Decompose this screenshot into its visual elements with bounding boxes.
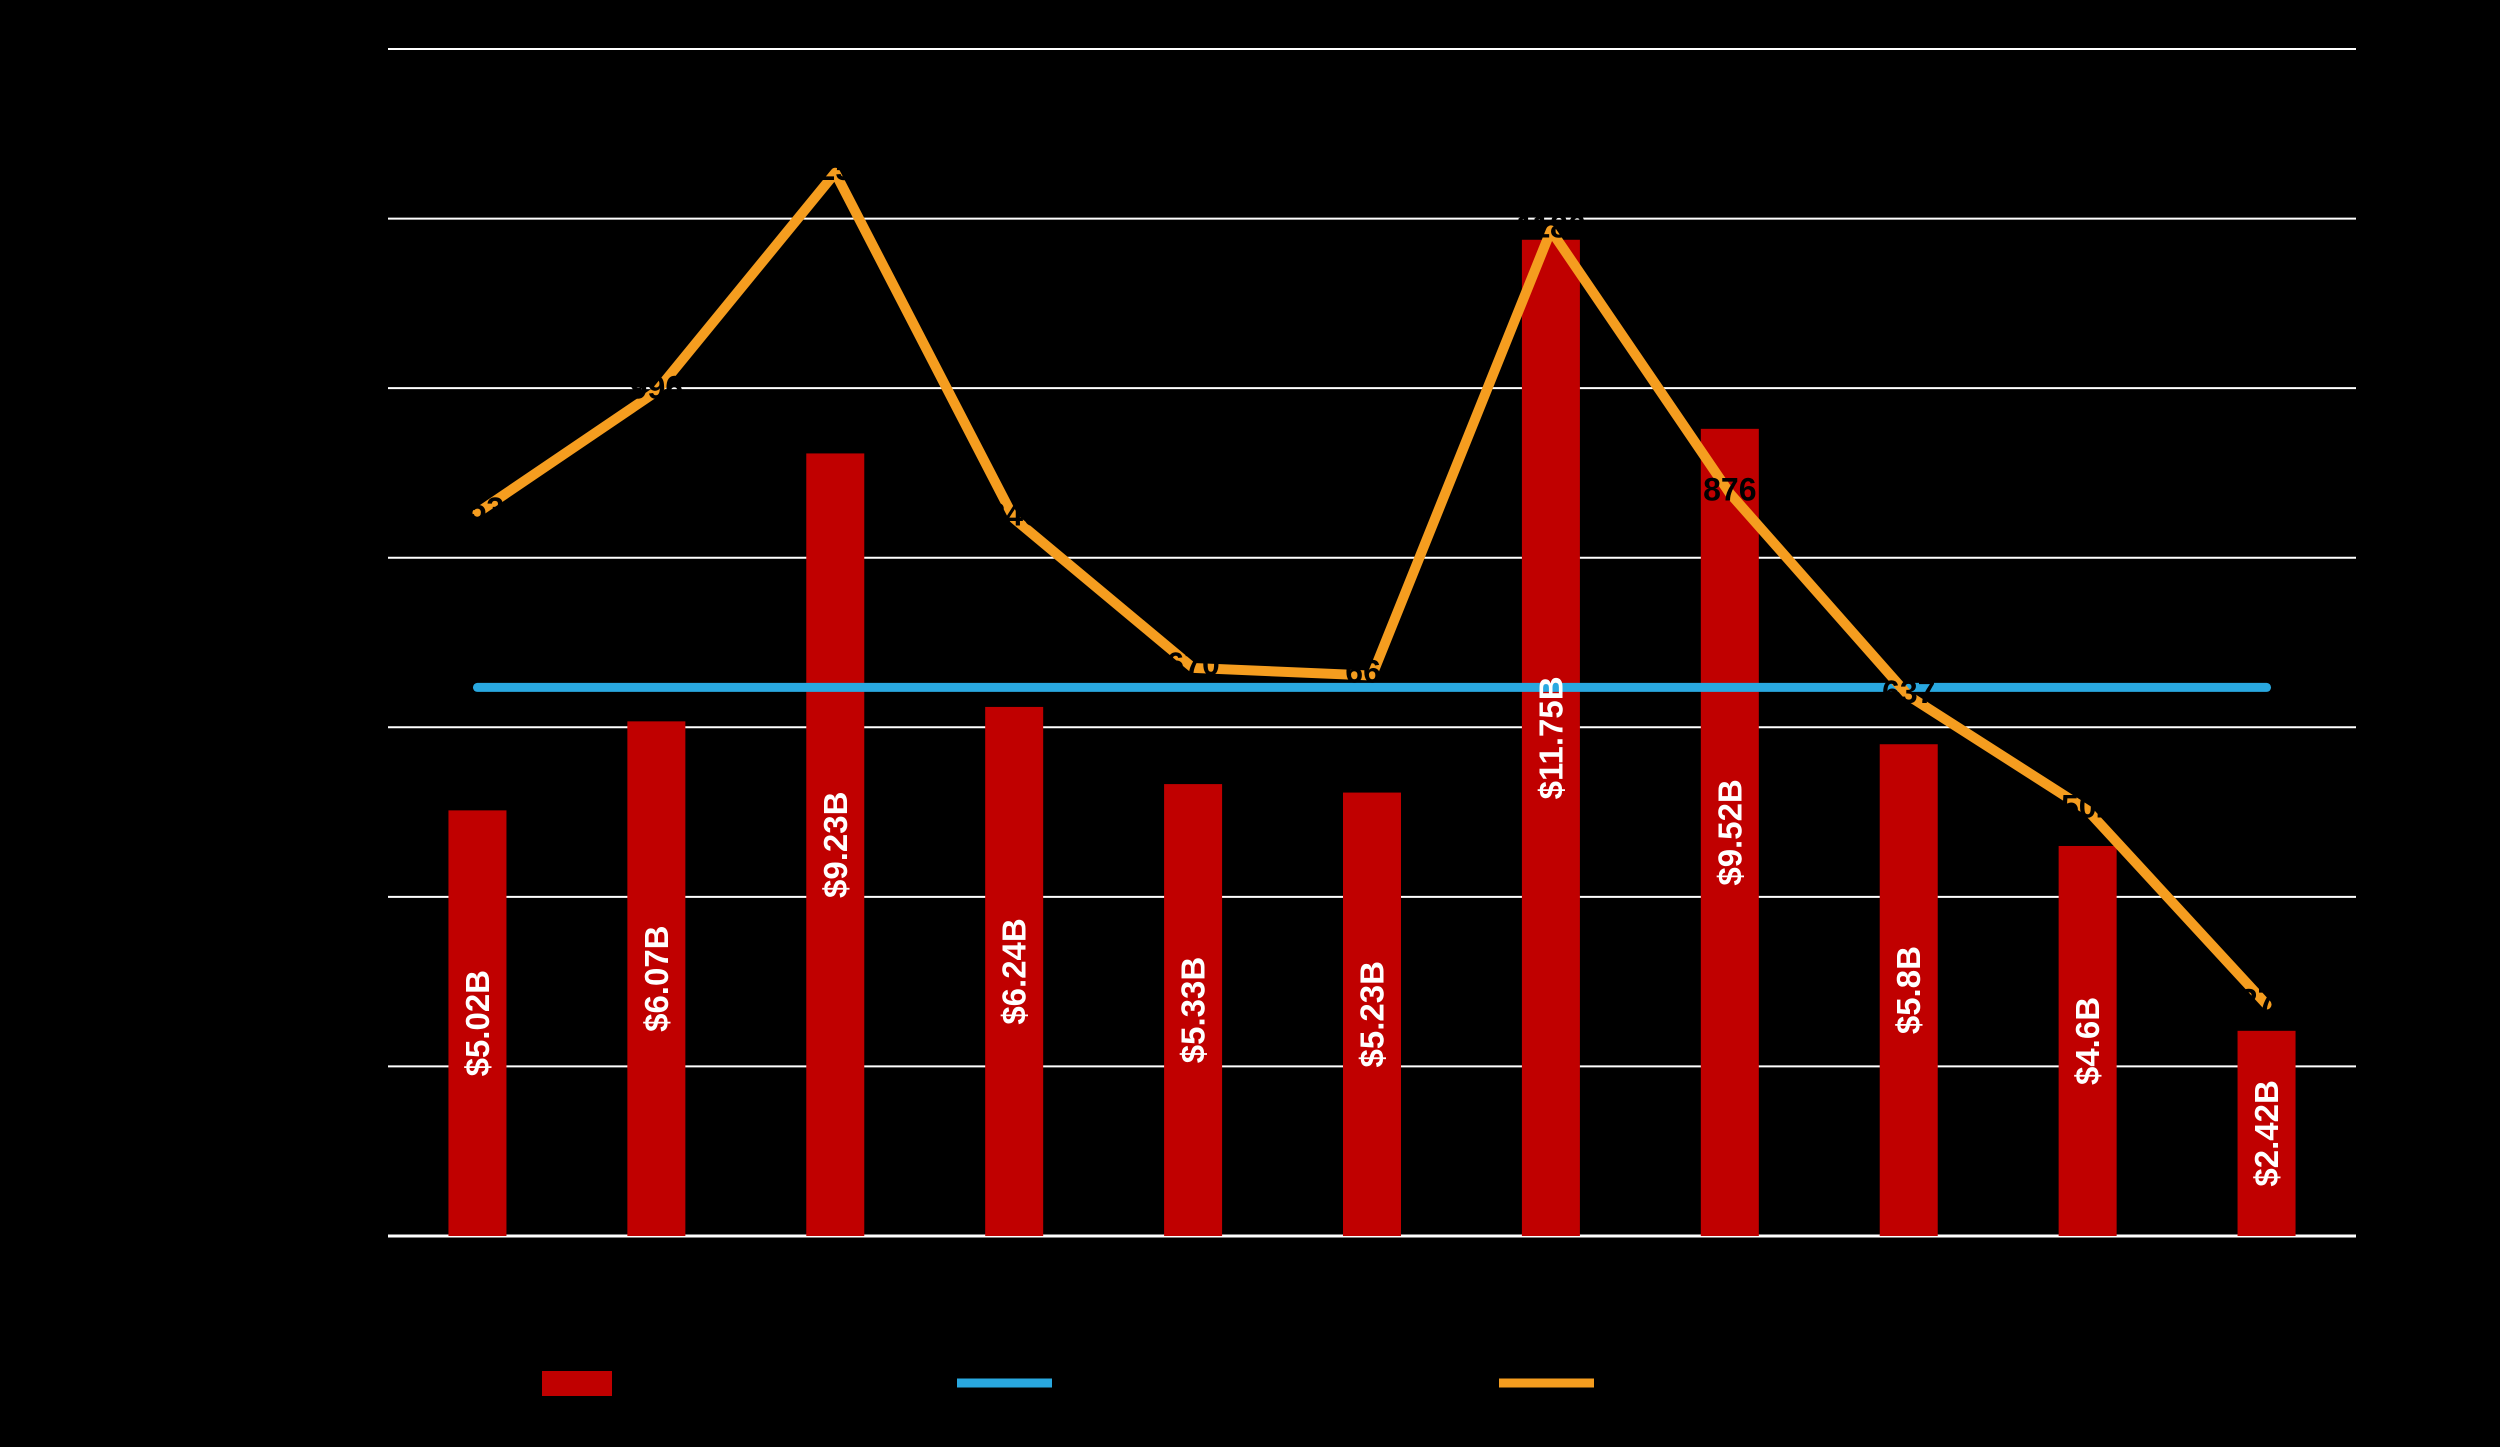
- line-label: 996: [630, 370, 683, 406]
- bar-label: $4.6B: [2069, 997, 2106, 1085]
- bar-label: $6.07B: [638, 925, 675, 1031]
- bar: [2237, 1030, 2296, 1236]
- bar-label: $5.02B: [459, 970, 496, 1076]
- bar: [1164, 784, 1223, 1236]
- bar: [1343, 792, 1401, 1236]
- line-label: 846: [987, 497, 1040, 533]
- line-label: 502: [2061, 788, 2114, 824]
- bar: [2058, 845, 2117, 1236]
- bar: [1521, 239, 1580, 1237]
- bar-label: $5.33B: [1175, 957, 1212, 1063]
- line-label: 670: [1166, 646, 1219, 682]
- bar-label: $6.24B: [996, 918, 1033, 1024]
- bar: [448, 810, 507, 1236]
- legend-bar-swatch: [542, 1371, 612, 1396]
- bar: [627, 721, 686, 1236]
- bar-label: $5.23B: [1354, 961, 1391, 1067]
- bar-label: $2.42B: [2248, 1080, 2285, 1186]
- line-label: 273: [2240, 983, 2293, 1019]
- line-label: 1186: [1516, 208, 1585, 244]
- bar-label: $9.23B: [817, 792, 854, 898]
- line-label: 1254: [800, 151, 871, 187]
- bar: [985, 706, 1044, 1236]
- bar-label: $5.8B: [1890, 946, 1927, 1034]
- bar-label: $11.75B: [1532, 676, 1569, 799]
- line-label: 661: [1345, 654, 1398, 690]
- bar: [806, 453, 865, 1236]
- bar: [1700, 428, 1759, 1237]
- line-label: 853: [451, 491, 504, 527]
- line-label: 876: [1703, 471, 1756, 507]
- line-label: 637: [1882, 674, 1935, 710]
- bar-label: $9.52B: [1711, 779, 1748, 885]
- bar: [1879, 744, 1938, 1236]
- line-series: [472, 167, 2272, 1010]
